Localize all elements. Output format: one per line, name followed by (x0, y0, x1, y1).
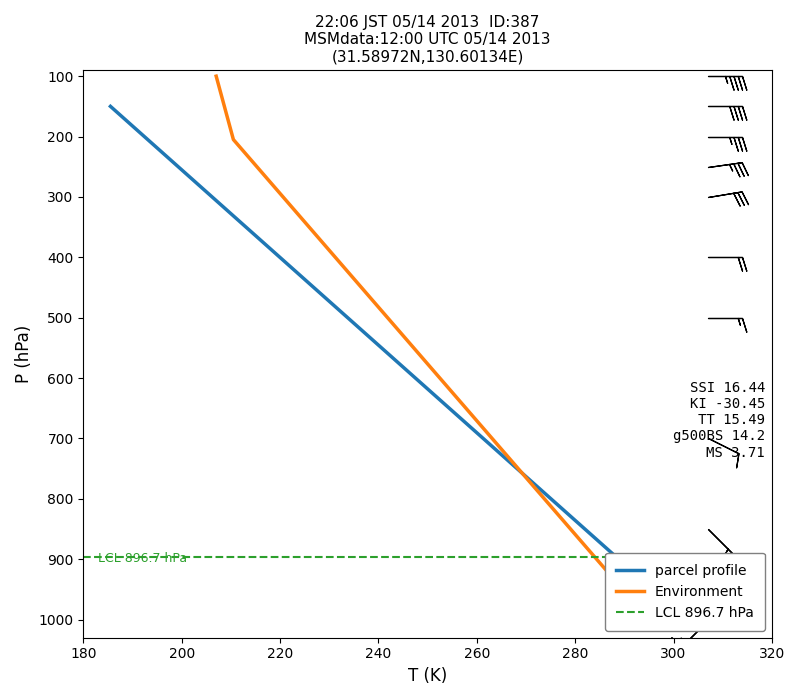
X-axis label: T (K): T (K) (408, 667, 447, 685)
Text: SSI 16.44
KI -30.45
TT 15.49
g500BS 14.2
MS 3.71: SSI 16.44 KI -30.45 TT 15.49 g500BS 14.2… (673, 381, 765, 460)
parcel profile (106, 102, 115, 111)
Environment (211, 72, 221, 80)
Legend: parcel profile, Environment, LCL 896.7 hPa: parcel profile, Environment, LCL 896.7 h… (605, 553, 765, 631)
Environment (229, 135, 238, 143)
Line: Environment: Environment (216, 76, 649, 620)
Line: parcel profile: parcel profile (110, 106, 642, 620)
parcel profile (637, 615, 646, 624)
parcel profile (634, 573, 644, 582)
Environment (644, 615, 654, 624)
Environment (229, 135, 238, 143)
parcel profile (634, 573, 644, 582)
Title: 22:06 JST 05/14 2013  ID:387
MSMdata:12:00 UTC 05/14 2013
(31.58972N,130.60134E): 22:06 JST 05/14 2013 ID:387 MSMdata:12:0… (304, 15, 551, 65)
Y-axis label: P (hPa): P (hPa) (15, 325, 33, 383)
Text: LCL 896.7 hPa: LCL 896.7 hPa (98, 552, 187, 566)
